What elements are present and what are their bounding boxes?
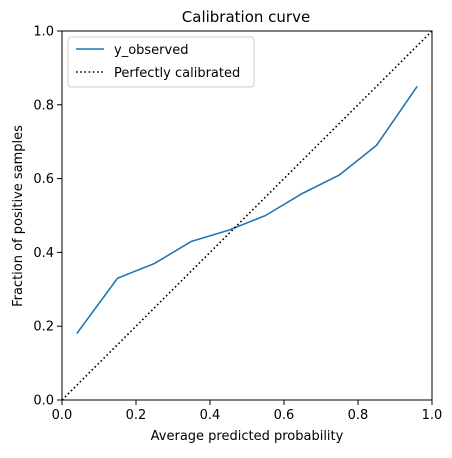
legend-box	[67, 36, 255, 88]
plot-frame	[61, 30, 433, 401]
legend-label: y_observed	[114, 43, 188, 58]
y-tick-label: 1.0	[33, 25, 54, 40]
x-tick-label: 0.4	[200, 408, 221, 423]
x-axis-label: Average predicted probability	[151, 429, 344, 444]
x-tick-label: 0.0	[52, 408, 73, 423]
perfectly-calibrated-line	[61, 30, 433, 401]
x-tick-label: 0.6	[274, 408, 295, 423]
y-tick-label: 0.2	[33, 320, 54, 335]
observed-curve-line	[76, 85, 418, 335]
y-tick-label: 0.8	[33, 98, 54, 113]
y-tick-label: 0.0	[33, 394, 54, 409]
legend: y_observed Perfectly calibrated	[67, 36, 255, 88]
legend-label: Perfectly calibrated	[114, 66, 240, 81]
x-tick-label: 0.8	[348, 408, 369, 423]
y-tick-label: 0.4	[33, 246, 54, 261]
y-tick-label: 0.6	[33, 172, 54, 187]
x-tick-label: 1.0	[422, 408, 443, 423]
x-tick-label: 0.2	[126, 408, 147, 423]
chart-title: Calibration curve	[182, 8, 310, 26]
x-axis-ticks: 0.0 0.2 0.4 0.6 0.8 1.0	[52, 400, 443, 423]
series-layer	[61, 30, 433, 401]
y-axis-ticks: 0.0 0.2 0.4 0.6 0.8 1.0	[33, 25, 62, 409]
y-axis-label: Fraction of positive samples	[11, 125, 26, 307]
